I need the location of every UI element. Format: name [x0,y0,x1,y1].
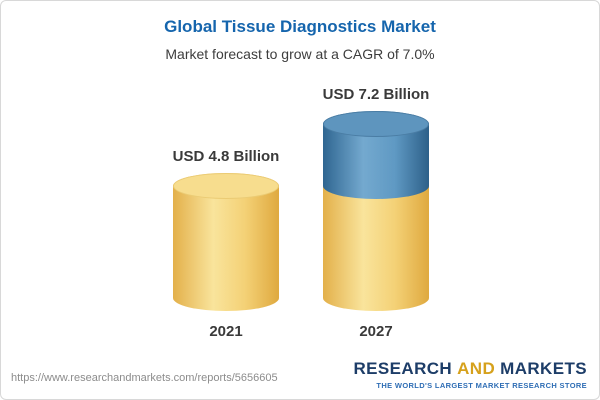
chart-title: Global Tissue Diagnostics Market [164,17,436,36]
logo-word-markets: MARKETS [500,359,587,378]
logo-word-research: RESEARCH [353,359,453,378]
report-url-link[interactable]: https://www.researchandmarkets.com/repor… [11,372,278,384]
cylinder-2021-top-cap [173,173,279,200]
value-label-2027: USD 7.2 Billion [322,85,430,103]
x-tick-2021: 2021 [209,323,243,340]
x-tick-2027: 2027 [359,323,393,340]
logo-tagline: THE WORLD'S LARGEST MARKET RESEARCH STOR… [376,381,587,390]
footer: https://www.researchandmarkets.com/repor… [1,351,599,399]
research-and-markets-logo[interactable]: RESEARCH AND MARKETS THE WORLD'S LARGEST… [354,359,588,390]
cylinder-2027-base-segment [323,186,429,311]
logo-word-and: AND [457,359,496,378]
value-label-2021: USD 4.8 Billion [172,148,280,166]
cylinder-2027-top-cap [323,110,429,137]
logo-wordmark: RESEARCH AND MARKETS [354,359,588,379]
cylinder-2021 [173,173,279,311]
cylinder-2027 [323,110,429,311]
chart-subtitle: Market forecast to grow at a CAGR of 7.0… [165,46,435,62]
